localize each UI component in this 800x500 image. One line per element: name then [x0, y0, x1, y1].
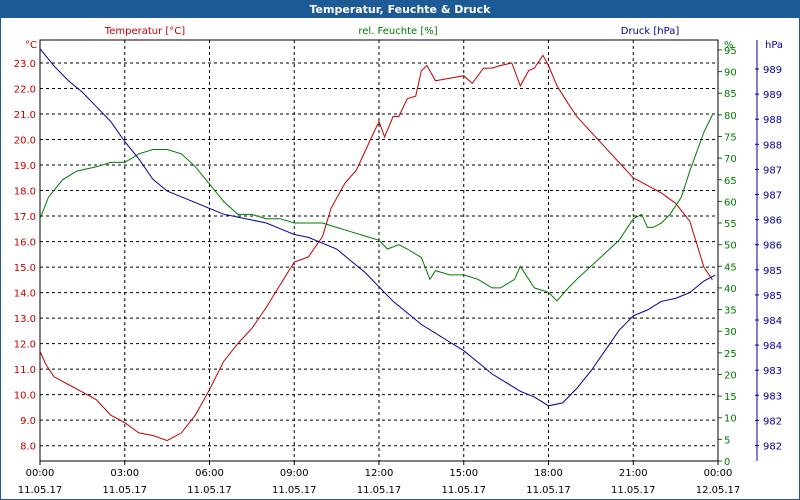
pressure-tick-label: 983 — [763, 366, 782, 377]
temperature-tick-label: 13.0 — [14, 314, 36, 325]
plot-area — [39, 39, 719, 462]
humidity-tick-label: 30 — [724, 327, 737, 338]
pressure-tick-label: 984 — [763, 341, 782, 352]
humidity-tick-label: 85 — [724, 89, 737, 100]
humidity-tick-label: 40 — [724, 284, 737, 295]
temperature-tick-label: 8.0 — [20, 442, 36, 453]
temperature-tick-label: 16.0 — [14, 238, 36, 249]
x-tick-date: 11.05.17 — [18, 485, 63, 496]
pressure-tick-label: 988 — [763, 115, 782, 126]
series-lines — [39, 48, 716, 442]
pressure-tick-label: 989 — [763, 65, 782, 76]
x-tick-time: 03:00 — [110, 468, 139, 479]
humidity-tick-label: 10 — [724, 414, 737, 425]
humidity-tick-label: 20 — [724, 370, 737, 381]
x-tick-date: 11.05.17 — [272, 485, 317, 496]
humidity-tick-label: 60 — [724, 197, 737, 208]
temperature-tick-label: 21.0 — [14, 110, 36, 121]
temperature-tick-label: 14.0 — [14, 289, 36, 300]
x-tick-date: 11.05.17 — [187, 485, 232, 496]
temperature-tick-label: 12.0 — [14, 340, 36, 351]
x-tick-date: 11.05.17 — [357, 485, 402, 496]
temperature-tick-label: 15.0 — [14, 263, 36, 274]
humidity-tick-label: 5 — [724, 435, 730, 446]
pressure-tick-label: 987 — [763, 165, 782, 176]
grid — [39, 40, 759, 465]
x-tick-date: 11.05.17 — [526, 485, 571, 496]
pressure-tick-label: 986 — [763, 216, 782, 227]
x-tick-time: 09:00 — [280, 468, 309, 479]
pressure-tick-label: 985 — [763, 266, 782, 277]
humidity-tick-label: 95 — [724, 46, 737, 57]
tick-labels: 23.0 22.0 21.0 20.0 19.0 18.0 17.0 16.0 15.0 14.0… — [14, 46, 782, 496]
x-tick-time: 12:00 — [365, 468, 394, 479]
humidity-series-line — [39, 114, 713, 302]
pressure-tick-label: 985 — [763, 291, 782, 302]
temperature-unit-label: °C — [25, 40, 37, 51]
x-tick-time: 18:00 — [534, 468, 563, 479]
pressure-series-label: Druck [hPa] — [621, 26, 680, 37]
x-tick-time: 00:00 — [26, 468, 55, 479]
temperature-tick-label: 22.0 — [14, 84, 36, 95]
x-tick-time: 15:00 — [449, 468, 478, 479]
humidity-tick-label: 35 — [724, 306, 737, 317]
humidity-tick-label: 80 — [724, 111, 737, 122]
x-tick-date: 11.05.17 — [102, 485, 147, 496]
temperature-series-line — [39, 54, 713, 442]
humidity-series-label: rel. Feuchte [%] — [358, 26, 437, 37]
humidity-tick-label: 45 — [724, 262, 737, 273]
humidity-tick-label: 70 — [724, 154, 737, 165]
temperature-tick-label: 11.0 — [14, 365, 36, 376]
temperature-tick-label: 18.0 — [14, 187, 36, 198]
x-tick-time: 21:00 — [619, 468, 648, 479]
pressure-tick-label: 986 — [763, 241, 782, 252]
x-tick-time: 06:00 — [195, 468, 224, 479]
x-tick-time: 00:00 — [704, 468, 733, 479]
pressure-series-line — [39, 48, 716, 407]
x-tick-date: 11.05.17 — [441, 485, 486, 496]
humidity-tick-label: 0 — [724, 457, 730, 468]
humidity-tick-label: 55 — [724, 219, 737, 230]
pressure-tick-label: 982 — [763, 416, 782, 427]
x-tick-date: 11.05.17 — [611, 485, 656, 496]
chart-title: Temperatur, Feuchte & Druck — [1, 1, 799, 18]
humidity-tick-label: 15 — [724, 392, 737, 403]
humidity-unit-label: % — [724, 40, 734, 51]
pressure-tick-label: 988 — [763, 140, 782, 151]
temperature-series-label: Temperatur [°C] — [104, 26, 185, 37]
humidity-tick-label: 25 — [724, 349, 737, 360]
pressure-tick-label: 982 — [763, 442, 782, 453]
temperature-tick-label: 17.0 — [14, 212, 36, 223]
pressure-tick-label: 984 — [763, 316, 782, 327]
x-tick-date: 12.05.17 — [696, 485, 741, 496]
temperature-tick-label: 9.0 — [20, 416, 36, 427]
pressure-tick-label: 983 — [763, 391, 782, 402]
temperature-tick-label: 19.0 — [14, 161, 36, 172]
humidity-tick-label: 65 — [724, 176, 737, 187]
temperature-tick-label: 23.0 — [14, 59, 36, 70]
temperature-tick-label: 10.0 — [14, 391, 36, 402]
temperature-tick-label: 20.0 — [14, 136, 36, 147]
pressure-tick-label: 989 — [763, 90, 782, 101]
humidity-tick-label: 75 — [724, 132, 737, 143]
humidity-tick-label: 90 — [724, 68, 737, 79]
pressure-tick-label: 987 — [763, 191, 782, 202]
humidity-tick-label: 50 — [724, 241, 737, 252]
pressure-unit-label: hPa — [765, 40, 783, 51]
